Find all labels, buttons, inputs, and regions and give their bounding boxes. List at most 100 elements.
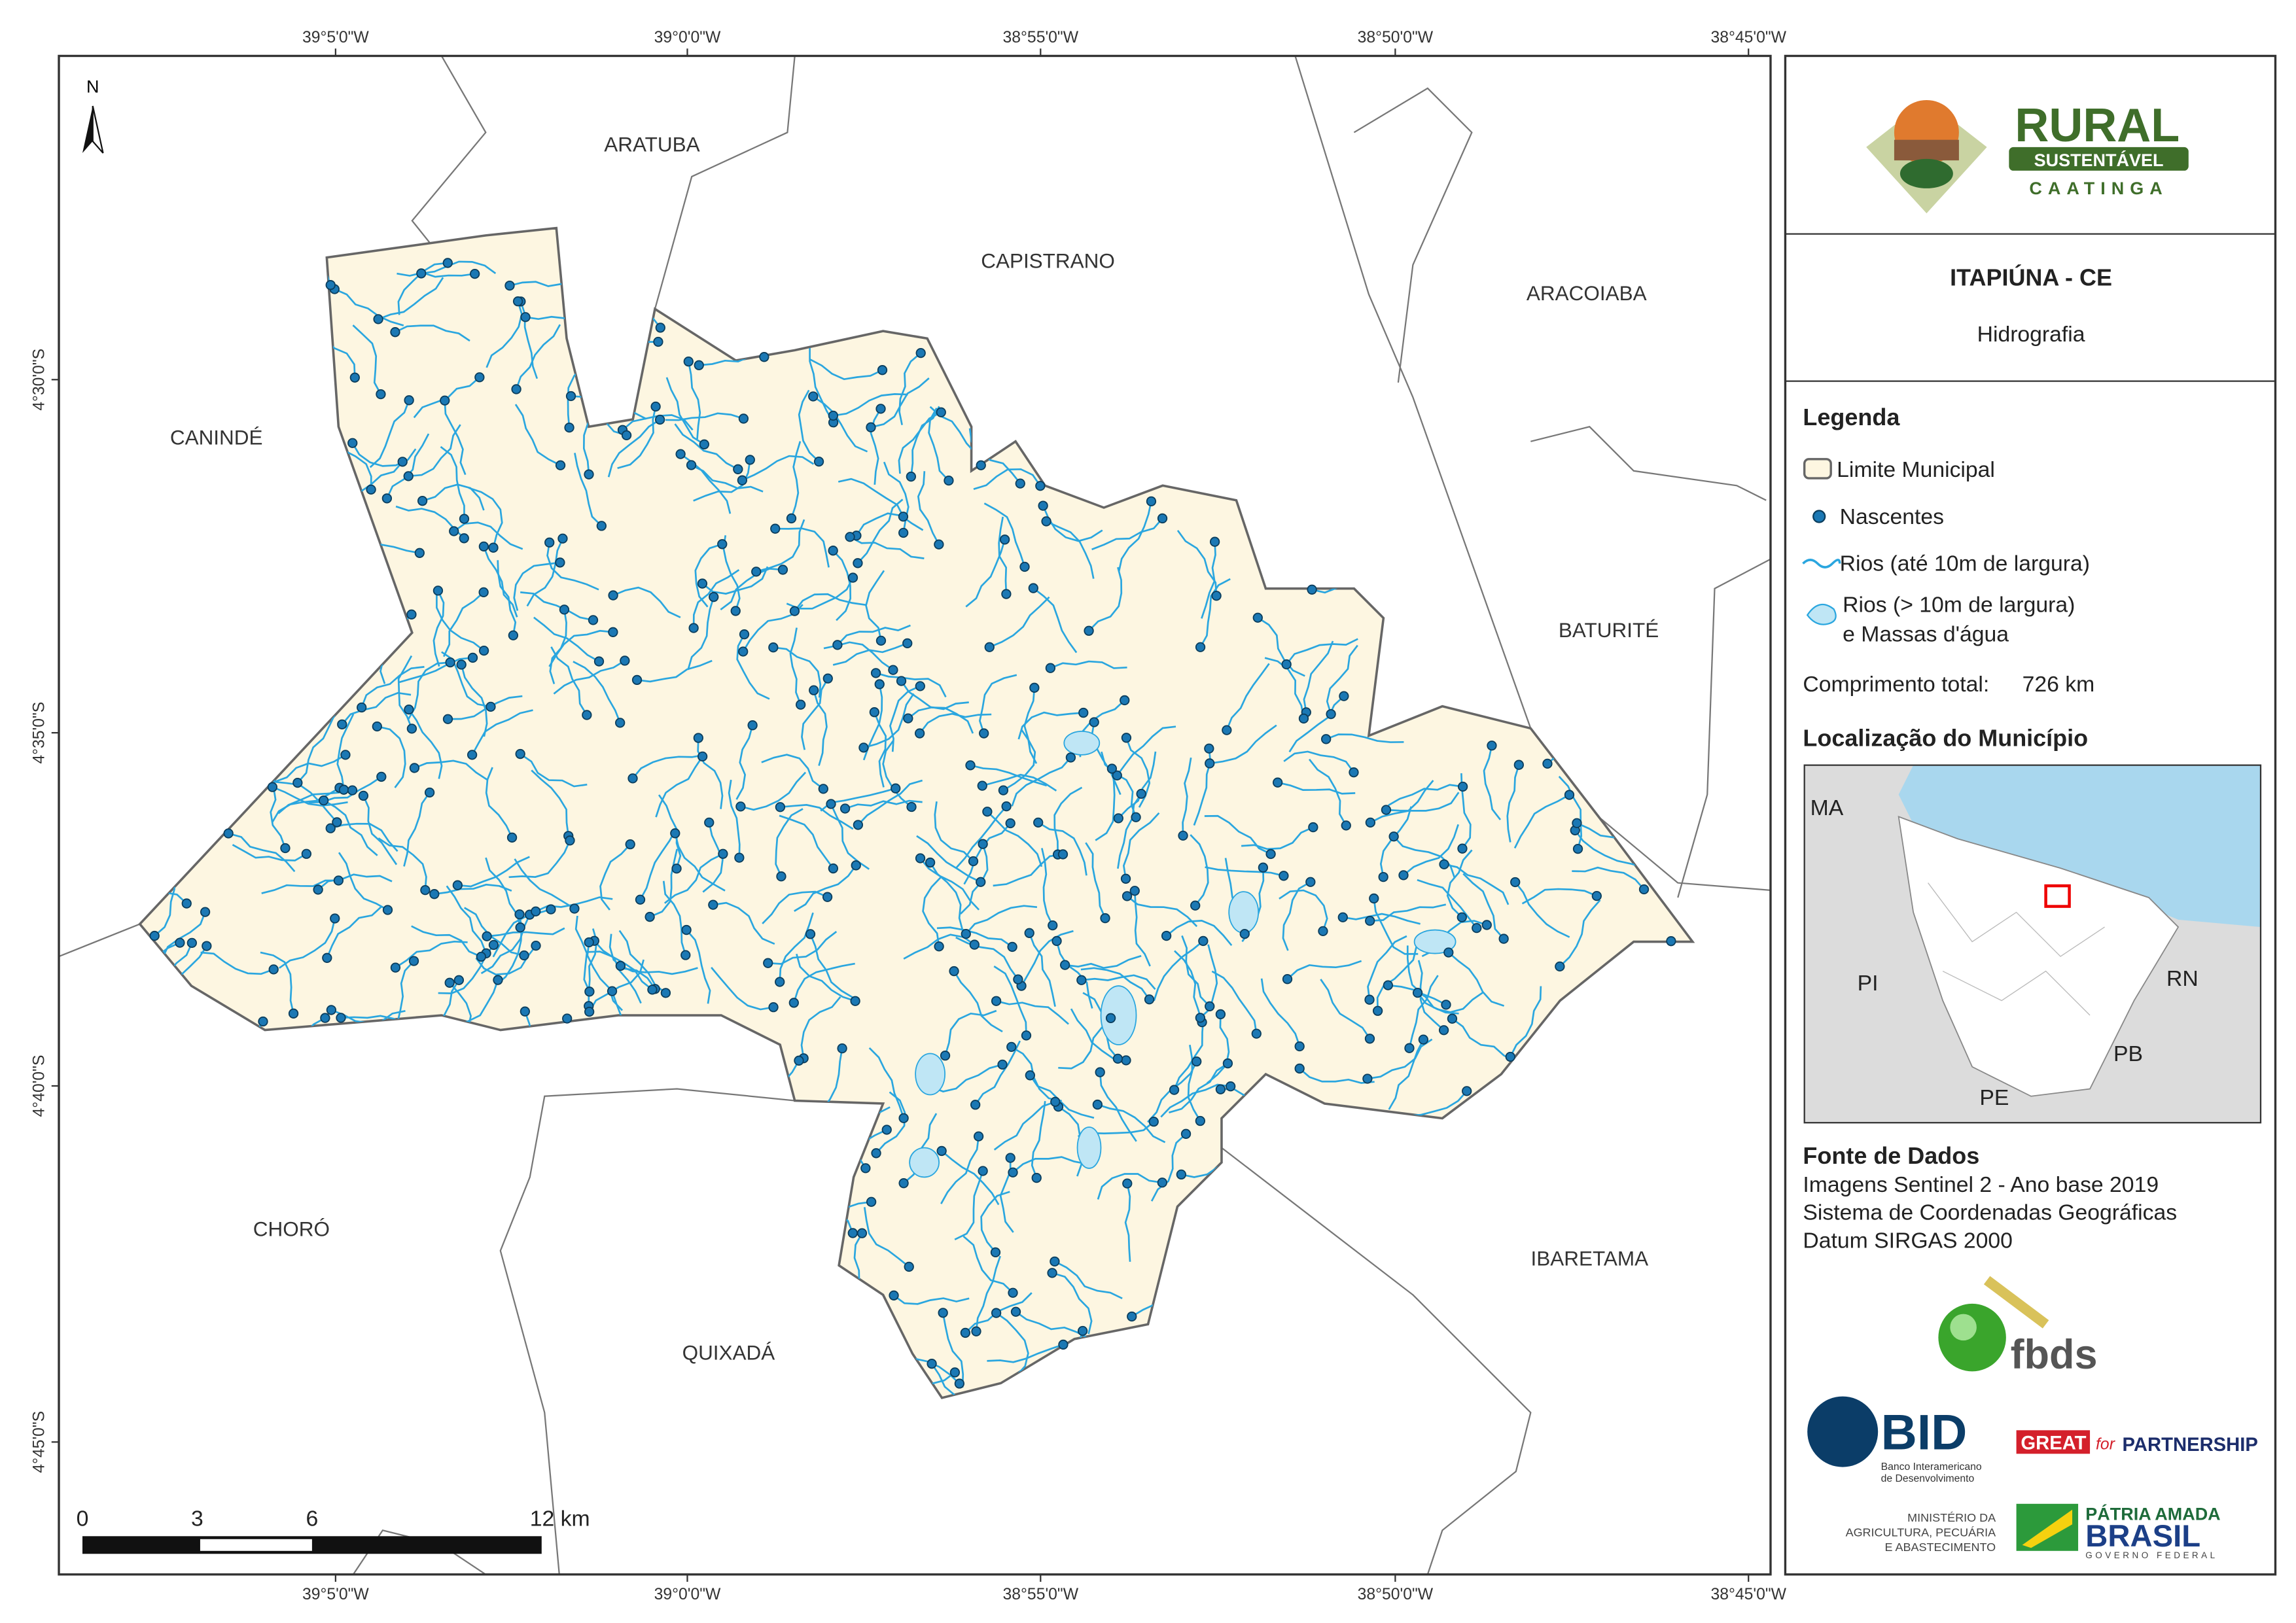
river (1514, 881, 1570, 938)
river (1369, 780, 1434, 824)
river (955, 805, 1008, 869)
river (942, 1312, 964, 1388)
spring (559, 604, 570, 615)
river (550, 646, 588, 716)
river (674, 423, 739, 470)
spring (1178, 830, 1188, 841)
length-label: Comprimento total: (1803, 672, 1989, 697)
spring (565, 835, 575, 846)
river (515, 324, 561, 390)
spring (1047, 1268, 1057, 1278)
river (775, 808, 804, 877)
spring (851, 860, 861, 871)
spring (1146, 496, 1157, 506)
spring (488, 542, 499, 553)
spring (1112, 1053, 1123, 1064)
spring (1457, 843, 1468, 854)
spring (1279, 871, 1289, 881)
spring (768, 642, 779, 653)
river (1574, 829, 1644, 868)
river (1012, 1156, 1087, 1174)
river (916, 835, 981, 883)
spring (915, 347, 926, 358)
river (965, 905, 1038, 935)
river (944, 1009, 997, 1056)
river (1054, 1261, 1123, 1300)
river (397, 655, 413, 729)
spring (325, 823, 336, 833)
river (513, 561, 561, 611)
bottom-tick-label: 39°0'0"W (654, 1586, 721, 1603)
river (352, 324, 382, 395)
place-label: BATURITÉ (1559, 618, 1659, 642)
spring (1120, 873, 1131, 884)
logo-text: fbds (2011, 1332, 2098, 1378)
spring (267, 782, 278, 792)
river (1209, 724, 1277, 765)
logo-text: PÁTRIA AMADA (2085, 1504, 2220, 1524)
spring (763, 958, 773, 968)
spring (557, 533, 568, 544)
spring (1505, 1051, 1515, 1062)
spring (777, 565, 788, 575)
river (875, 672, 947, 698)
river (735, 725, 754, 800)
river (338, 852, 389, 911)
spring (718, 848, 728, 859)
spring (544, 537, 555, 548)
spring (822, 892, 833, 902)
spring (1005, 1153, 1016, 1163)
spring (1205, 1001, 1215, 1011)
spring (474, 372, 485, 383)
spring (968, 856, 979, 867)
spring (1105, 1013, 1116, 1023)
river (893, 1295, 970, 1305)
logo-text: BRASIL (2085, 1519, 2200, 1554)
spring (653, 336, 663, 347)
spring (688, 623, 699, 633)
spring (320, 1013, 330, 1023)
spring (1441, 1000, 1451, 1010)
water-body (1063, 731, 1101, 756)
river (588, 959, 645, 1013)
spring (670, 828, 680, 839)
water-body (1100, 985, 1137, 1045)
river (794, 865, 857, 912)
spring (866, 422, 876, 432)
municipal-boundary (138, 226, 1695, 1399)
river (798, 389, 820, 462)
river (468, 487, 503, 548)
spring (1198, 935, 1209, 947)
spring (925, 857, 936, 868)
spring (898, 1178, 909, 1189)
state-label: RN (2166, 966, 2199, 991)
spring (1443, 947, 1454, 958)
spring (268, 964, 279, 975)
river (444, 400, 467, 476)
spring (404, 704, 414, 715)
river (1462, 873, 1505, 939)
spring (697, 578, 708, 589)
spring (615, 718, 626, 728)
spring (406, 724, 417, 734)
spring (486, 701, 496, 712)
river (741, 455, 815, 481)
spring (223, 828, 234, 839)
spring (1294, 1063, 1305, 1074)
top-tick-label: 39°0'0"W (654, 29, 721, 46)
river (1286, 638, 1358, 665)
spring (456, 659, 467, 670)
spring (608, 590, 618, 601)
spring (954, 1378, 965, 1389)
scale-label: 12 km (530, 1507, 590, 1531)
river (553, 659, 626, 695)
spring (292, 777, 303, 788)
river (936, 926, 1013, 948)
spring (877, 365, 888, 375)
spring (635, 894, 646, 905)
river (1020, 930, 1074, 986)
logo-text: BID (1881, 1405, 1968, 1461)
river (973, 468, 1041, 490)
logo-text: for (2096, 1436, 2116, 1454)
